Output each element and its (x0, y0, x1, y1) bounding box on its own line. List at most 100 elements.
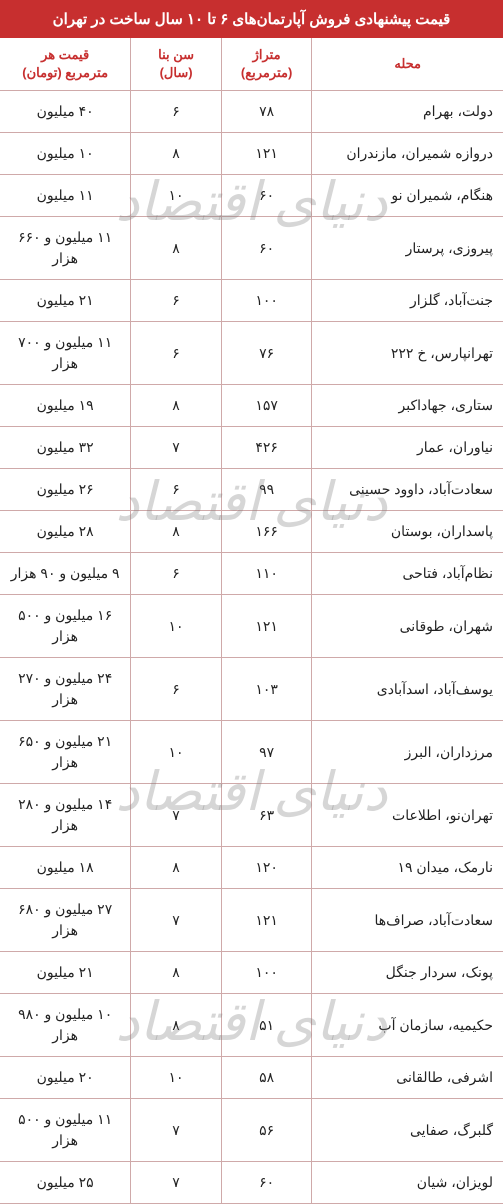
cell-location: تهران‌نو، اطلاعات (312, 784, 503, 847)
cell-age: ۸ (131, 994, 222, 1057)
cell-location: دروازه شمیران، مازندران (312, 133, 503, 175)
cell-area: ۴۲۶ (221, 427, 312, 469)
cell-price: ۱۱ میلیون و ۷۰۰ هزار (0, 322, 131, 385)
table-head: محلهمتراژ(مترمربع)سن بنا(سال)قیمت هرمترم… (0, 38, 503, 91)
cell-age: ۸ (131, 511, 222, 553)
cell-location: ستاری، جهاداکبر (312, 385, 503, 427)
table-row: مرزداران، البرز۹۷۱۰۲۱ میلیون و ۶۵۰ هزار (0, 721, 503, 784)
table-row: نظام‌آباد، فتاحی۱۱۰۶۹ میلیون و ۹۰ هزار (0, 553, 503, 595)
cell-age: ۶ (131, 469, 222, 511)
cell-area: ۱۰۰ (221, 952, 312, 994)
cell-location: نظام‌آباد، فتاحی (312, 553, 503, 595)
cell-age: ۷ (131, 889, 222, 952)
table-row: لویزان، شیان۶۰۷۲۵ میلیون (0, 1162, 503, 1204)
cell-area: ۷۶ (221, 322, 312, 385)
table-row: حکیمیه، سازمان آب۵۱۸۱۰ میلیون و ۹۸۰ هزار (0, 994, 503, 1057)
table-row: دروازه شمیران، مازندران۱۲۱۸۱۰ میلیون (0, 133, 503, 175)
cell-area: ۱۰۰ (221, 280, 312, 322)
cell-age: ۷ (131, 1162, 222, 1204)
cell-price: ۳۲ میلیون (0, 427, 131, 469)
cell-location: مرزداران، البرز (312, 721, 503, 784)
table-row: جنت‌آباد، گلزار۱۰۰۶۲۱ میلیون (0, 280, 503, 322)
header-price: قیمت هرمترمربع (تومان) (0, 38, 131, 91)
table-row: نیاوران، عمار۴۲۶۷۳۲ میلیون (0, 427, 503, 469)
cell-price: ۱۱ میلیون (0, 175, 131, 217)
cell-area: ۹۹ (221, 469, 312, 511)
cell-area: ۱۱۰ (221, 553, 312, 595)
cell-location: پونک، سردار جنگل (312, 952, 503, 994)
header-area: متراژ(مترمربع) (221, 38, 312, 91)
cell-area: ۷۸ (221, 91, 312, 133)
cell-age: ۸ (131, 952, 222, 994)
cell-location: سعادت‌آباد، داوود حسینی (312, 469, 503, 511)
cell-area: ۱۶۶ (221, 511, 312, 553)
cell-age: ۸ (131, 385, 222, 427)
cell-area: ۵۶ (221, 1099, 312, 1162)
cell-location: حکیمیه، سازمان آب (312, 994, 503, 1057)
cell-location: گلبرگ، صفایی (312, 1099, 503, 1162)
table-row: تهران‌نو، اطلاعات۶۳۷۱۴ میلیون و ۲۸۰ هزار (0, 784, 503, 847)
cell-age: ۱۰ (131, 595, 222, 658)
table-row: سعادت‌آباد، داوود حسینی۹۹۶۲۶ میلیون (0, 469, 503, 511)
header-location: محله (312, 38, 503, 91)
cell-price: ۲۷ میلیون و ۶۸۰ هزار (0, 889, 131, 952)
cell-price: ۱۱ میلیون و ۶۶۰ هزار (0, 217, 131, 280)
cell-location: تهرانپارس، خ ۲۲۲ (312, 322, 503, 385)
table-row: ستاری، جهاداکبر۱۵۷۸۱۹ میلیون (0, 385, 503, 427)
cell-location: نیاوران، عمار (312, 427, 503, 469)
cell-price: ۲۵ میلیون (0, 1162, 131, 1204)
cell-age: ۱۰ (131, 175, 222, 217)
table-row: هنگام، شمیران نو۶۰۱۰۱۱ میلیون (0, 175, 503, 217)
cell-location: جنت‌آباد، گلزار (312, 280, 503, 322)
cell-age: ۸ (131, 217, 222, 280)
cell-area: ۱۲۱ (221, 133, 312, 175)
table-row: سعادت‌آباد، صراف‌ها۱۲۱۷۲۷ میلیون و ۶۸۰ ه… (0, 889, 503, 952)
cell-price: ۲۸ میلیون (0, 511, 131, 553)
cell-area: ۱۰۳ (221, 658, 312, 721)
cell-price: ۲۱ میلیون و ۶۵۰ هزار (0, 721, 131, 784)
cell-age: ۶ (131, 322, 222, 385)
cell-area: ۵۸ (221, 1057, 312, 1099)
table-row: پونک، سردار جنگل۱۰۰۸۲۱ میلیون (0, 952, 503, 994)
table-title: قیمت پیشنهادی فروش آپارتمان‌های ۶ تا ۱۰ … (0, 0, 503, 38)
price-table: محلهمتراژ(مترمربع)سن بنا(سال)قیمت هرمترم… (0, 38, 503, 1204)
cell-age: ۶ (131, 280, 222, 322)
cell-location: پیروزی، پرستار (312, 217, 503, 280)
cell-price: ۲۱ میلیون (0, 952, 131, 994)
cell-price: ۱۸ میلیون (0, 847, 131, 889)
cell-location: سعادت‌آباد، صراف‌ها (312, 889, 503, 952)
cell-location: لویزان، شیان (312, 1162, 503, 1204)
cell-price: ۱۰ میلیون (0, 133, 131, 175)
cell-price: ۱۱ میلیون و ۵۰۰ هزار (0, 1099, 131, 1162)
table-body: دولت، بهرام۷۸۶۴۰ میلیوندروازه شمیران، ما… (0, 91, 503, 1204)
cell-price: ۲۴ میلیون و ۲۷۰ هزار (0, 658, 131, 721)
cell-price: ۹ میلیون و ۹۰ هزار (0, 553, 131, 595)
cell-price: ۲۰ میلیون (0, 1057, 131, 1099)
cell-location: یوسف‌آباد، اسدآبادی (312, 658, 503, 721)
cell-age: ۷ (131, 1099, 222, 1162)
cell-age: ۶ (131, 658, 222, 721)
cell-area: ۵۱ (221, 994, 312, 1057)
header-age: سن بنا(سال) (131, 38, 222, 91)
table-row: پیروزی، پرستار۶۰۸۱۱ میلیون و ۶۶۰ هزار (0, 217, 503, 280)
table-row: یوسف‌آباد، اسدآبادی۱۰۳۶۲۴ میلیون و ۲۷۰ ه… (0, 658, 503, 721)
cell-area: ۶۰ (221, 217, 312, 280)
cell-area: ۱۵۷ (221, 385, 312, 427)
table-row: نارمک، میدان ۱۹۱۲۰۸۱۸ میلیون (0, 847, 503, 889)
cell-location: نارمک، میدان ۱۹ (312, 847, 503, 889)
cell-area: ۱۲۱ (221, 889, 312, 952)
cell-age: ۷ (131, 784, 222, 847)
table-row: تهرانپارس، خ ۲۲۲۷۶۶۱۱ میلیون و ۷۰۰ هزار (0, 322, 503, 385)
cell-location: دولت، بهرام (312, 91, 503, 133)
cell-age: ۱۰ (131, 1057, 222, 1099)
cell-price: ۱۰ میلیون و ۹۸۰ هزار (0, 994, 131, 1057)
cell-price: ۴۰ میلیون (0, 91, 131, 133)
cell-location: پاسداران، بوستان (312, 511, 503, 553)
cell-area: ۹۷ (221, 721, 312, 784)
cell-location: هنگام، شمیران نو (312, 175, 503, 217)
table-row: شهران، طوقانی۱۲۱۱۰۱۶ میلیون و ۵۰۰ هزار (0, 595, 503, 658)
cell-area: ۱۲۱ (221, 595, 312, 658)
cell-price: ۲۱ میلیون (0, 280, 131, 322)
table-row: دولت، بهرام۷۸۶۴۰ میلیون (0, 91, 503, 133)
table-row: گلبرگ، صفایی۵۶۷۱۱ میلیون و ۵۰۰ هزار (0, 1099, 503, 1162)
